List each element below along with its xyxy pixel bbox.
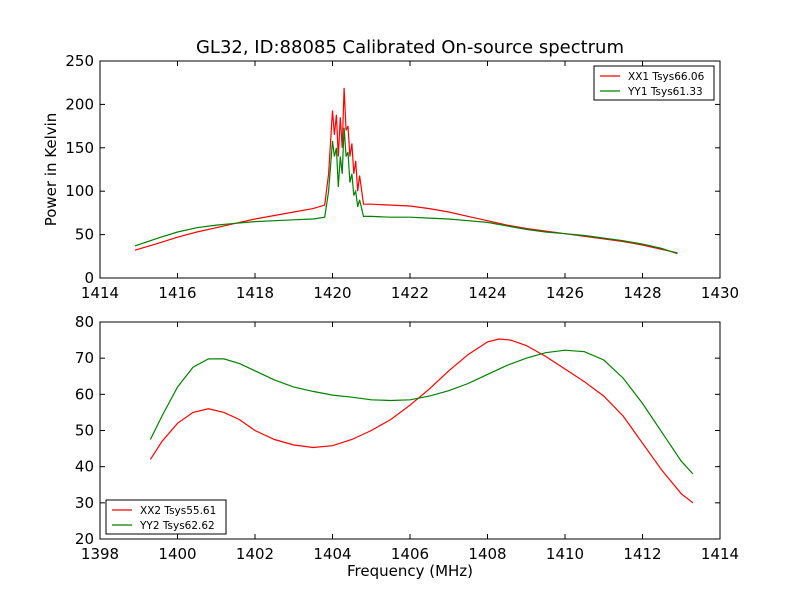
y-tick-label: 60 bbox=[75, 385, 94, 403]
y-tick-label: 50 bbox=[75, 226, 94, 244]
x-tick-label: 1404 bbox=[313, 545, 351, 563]
y-tick-label: 0 bbox=[84, 269, 94, 287]
chart-title: GL32, ID:88085 Calibrated On-source spec… bbox=[196, 37, 624, 58]
y-axis-label: Power in Kelvin bbox=[42, 113, 60, 227]
x-tick-label: 1412 bbox=[623, 545, 661, 563]
series-line-2 bbox=[134, 127, 678, 255]
y-tick-label: 80 bbox=[75, 313, 94, 331]
x-tick-label: 1414 bbox=[81, 284, 119, 302]
legend-label: XX1 Tsys66.06 bbox=[628, 71, 705, 83]
x-tick-label: 1402 bbox=[236, 545, 274, 563]
y-tick-label: 200 bbox=[65, 95, 94, 113]
legend-label: YY1 Tsys61.33 bbox=[627, 86, 703, 98]
legend-box bbox=[593, 65, 715, 101]
x-tick-label: 1410 bbox=[546, 545, 584, 563]
series-line-2 bbox=[149, 349, 694, 475]
x-tick-label: 1408 bbox=[468, 545, 506, 563]
y-tick-label: 30 bbox=[75, 494, 94, 512]
x-tick-label: 1424 bbox=[468, 284, 506, 302]
x-tick-label: 1418 bbox=[236, 284, 274, 302]
x-tick-label: 1398 bbox=[81, 545, 119, 563]
series-line-1 bbox=[149, 338, 694, 504]
legend-box bbox=[105, 499, 227, 535]
legend-label: YY2 Tsys62.62 bbox=[139, 520, 215, 532]
x-tick-label: 1406 bbox=[391, 545, 429, 563]
y-tick-label: 40 bbox=[75, 458, 94, 476]
y-tick-label: 70 bbox=[75, 349, 94, 367]
x-tick-label: 1428 bbox=[623, 284, 661, 302]
y-tick-label: 150 bbox=[65, 139, 94, 157]
y-tick-label: 100 bbox=[65, 182, 94, 200]
legend-label: XX2 Tsys55.61 bbox=[140, 505, 216, 517]
y-tick-label: 250 bbox=[65, 52, 94, 70]
y-tick-label: 20 bbox=[75, 530, 94, 548]
top-panel: 1414 1416 1418 1420 1422 1424 1426 1428 1430 0 50 1… bbox=[42, 52, 739, 302]
series-line-1 bbox=[134, 87, 678, 254]
x-tick-label: 1420 bbox=[313, 284, 351, 302]
bottom-panel: 1398 1400 1402 1404 1406 1408 1410 1412 1414 20 30… bbox=[75, 313, 739, 580]
x-tick-label: 1416 bbox=[158, 284, 196, 302]
x-tick-label: 1430 bbox=[701, 284, 739, 302]
y-tick-label: 50 bbox=[75, 422, 94, 440]
x-axis-label: Frequency (MHz) bbox=[347, 562, 473, 580]
x-tick-label: 1400 bbox=[158, 545, 196, 563]
x-tick-label: 1426 bbox=[546, 284, 584, 302]
x-tick-label: 1422 bbox=[391, 284, 429, 302]
x-tick-label: 1414 bbox=[701, 545, 739, 563]
